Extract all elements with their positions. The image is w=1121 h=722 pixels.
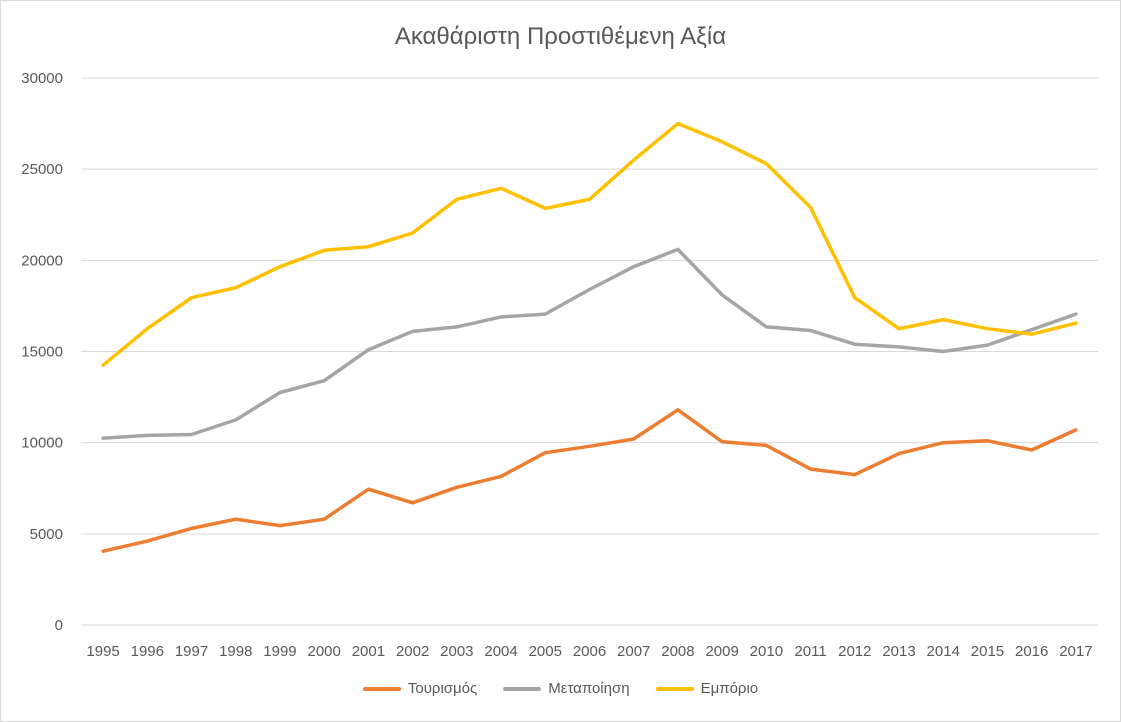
x-tick-label: 2012 bbox=[838, 643, 871, 660]
x-tick-label: 2007 bbox=[617, 643, 650, 660]
x-tick-label: 2016 bbox=[1015, 643, 1048, 660]
x-tick-label: 2017 bbox=[1059, 643, 1092, 660]
chart-legend: Τουρισμός Μεταποίηση Εμπόριο bbox=[1, 680, 1120, 697]
legend-item: Μεταποίηση bbox=[503, 680, 630, 697]
x-tick-label: 1995 bbox=[86, 643, 119, 660]
legend-label: Μεταποίηση bbox=[548, 680, 630, 697]
x-tick-label: 2015 bbox=[971, 643, 1004, 660]
x-tick-label: 2004 bbox=[484, 643, 517, 660]
x-tick-label: 2001 bbox=[352, 643, 385, 660]
series-line bbox=[101, 408, 1078, 553]
x-tick-label: 2000 bbox=[308, 643, 341, 660]
x-tick-label: 2006 bbox=[573, 643, 606, 660]
y-tick-label: 5000 bbox=[30, 526, 63, 543]
y-tick-label: 10000 bbox=[21, 435, 63, 452]
y-tick-label: 20000 bbox=[21, 252, 63, 269]
y-tick-label: 30000 bbox=[21, 70, 63, 87]
x-tick-label: 2013 bbox=[882, 643, 915, 660]
legend-swatch bbox=[655, 686, 694, 691]
y-tick-label: 0 bbox=[55, 617, 63, 634]
x-tick-label: 2011 bbox=[794, 643, 826, 660]
x-tick-label: 2002 bbox=[396, 643, 429, 660]
x-tick-label: 1999 bbox=[263, 643, 296, 660]
series-line bbox=[101, 121, 1078, 367]
legend-label: Εμπόριο bbox=[700, 680, 759, 697]
y-tick-label: 25000 bbox=[21, 161, 63, 178]
legend-item: Τουρισμός bbox=[362, 680, 478, 697]
x-tick-label: 2003 bbox=[440, 643, 473, 660]
legend-item: Εμπόριο bbox=[655, 680, 759, 697]
series-line bbox=[101, 247, 1078, 440]
legend-label: Τουρισμός bbox=[407, 680, 478, 697]
x-tick-label: 2008 bbox=[661, 643, 694, 660]
x-tick-label: 1996 bbox=[131, 643, 164, 660]
x-tick-label: 2014 bbox=[927, 643, 960, 660]
x-tick-label: 2009 bbox=[705, 643, 738, 660]
legend-swatch bbox=[503, 686, 542, 691]
x-tick-label: 1997 bbox=[175, 643, 208, 660]
y-tick-label: 15000 bbox=[21, 344, 63, 361]
x-tick-label: 2010 bbox=[750, 643, 783, 660]
chart-title: Ακαθάριστη Προστιθέμενη Αξία bbox=[394, 23, 727, 50]
x-tick-label: 1998 bbox=[219, 643, 252, 660]
legend-swatch bbox=[362, 686, 401, 691]
x-tick-label: 2005 bbox=[529, 643, 562, 660]
